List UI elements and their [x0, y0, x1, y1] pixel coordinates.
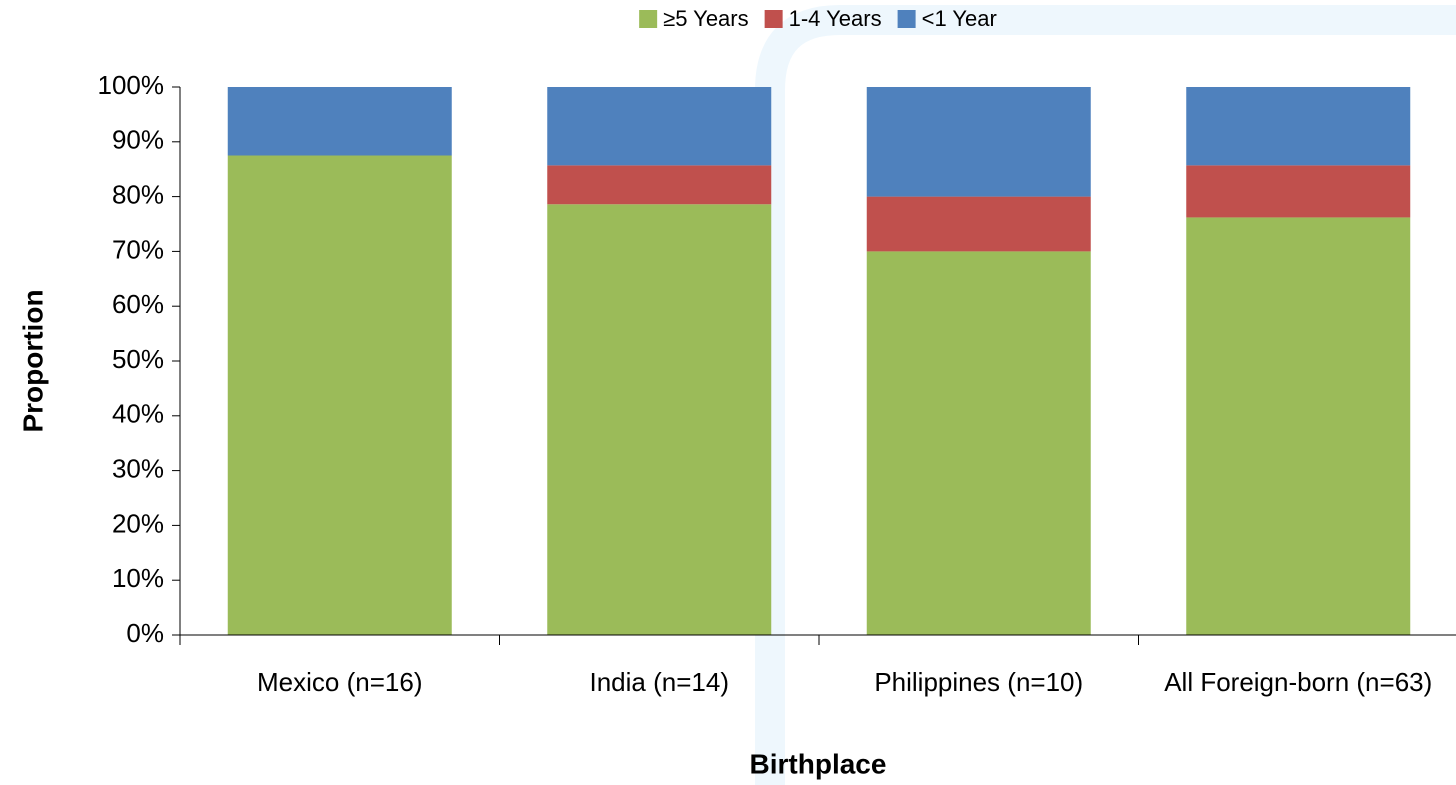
x-tick-label: Philippines (n=10) [874, 667, 1084, 697]
bar-segment [1186, 87, 1411, 166]
y-tick-label: 40% [112, 399, 164, 429]
bar-segment [866, 251, 1091, 635]
y-tick-label: 0% [126, 618, 164, 648]
y-axis-title: Proportion [17, 289, 48, 432]
y-tick-label: 20% [112, 508, 164, 538]
x-axis-title: Birthplace [750, 748, 887, 779]
x-tick-label: All Foreign-born (n=63) [1164, 667, 1433, 697]
legend-label: ≥5 Years [663, 6, 748, 31]
bar-segment [547, 87, 772, 166]
x-tick-label: India (n=14) [589, 667, 729, 697]
y-tick-label: 30% [112, 453, 164, 483]
bar-segment [1186, 165, 1411, 218]
bar-segment [866, 196, 1091, 252]
y-tick-label: 10% [112, 563, 164, 593]
legend-label: 1-4 Years [789, 6, 882, 31]
bar-segment [227, 155, 452, 635]
background-decoration [755, 5, 1456, 785]
legend-swatch [764, 10, 783, 28]
y-tick-label: 80% [112, 179, 164, 209]
bar-segment [227, 87, 452, 156]
y-tick-label: 90% [112, 125, 164, 155]
x-tick-label: Mexico (n=16) [257, 667, 423, 697]
y-tick-label: 70% [112, 234, 164, 264]
legend-swatch [897, 10, 916, 28]
bar-segment [866, 87, 1091, 197]
legend-swatch [639, 10, 658, 28]
y-tick-label: 100% [98, 70, 165, 100]
y-tick-label: 50% [112, 344, 164, 374]
legend-label: <1 Year [922, 6, 997, 31]
bar-segment [547, 204, 772, 635]
bar-segment [1186, 217, 1411, 635]
y-tick-label: 60% [112, 289, 164, 319]
bar-segment [547, 165, 772, 205]
